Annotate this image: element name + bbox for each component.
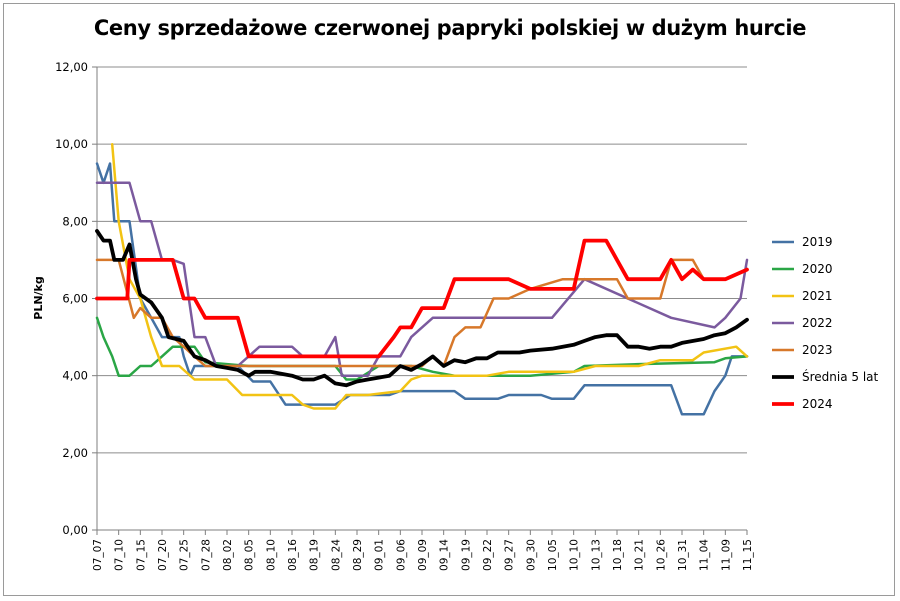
series-line--rednia-5-lat [95, 229, 749, 388]
y-tick-label: 6,00 [62, 292, 88, 306]
x-tick-label: 08_05 [244, 539, 256, 571]
y-tick-label: 10,00 [55, 137, 88, 151]
x-tick-label: 09_14 [439, 539, 451, 571]
x-tick-label: 11_09 [720, 539, 732, 571]
x-tick-label: 10_13 [590, 539, 602, 571]
x-tick-label: 07_07 [92, 539, 104, 571]
x-tick-label: 10_10 [569, 539, 581, 571]
x-tick-label: 07_25 [179, 539, 191, 571]
chart-frame [3, 3, 895, 596]
x-tick-label: 07_28 [200, 539, 212, 571]
x-tick-label: 08_16 [287, 539, 299, 571]
series-lines [95, 142, 749, 416]
y-tick-label: 8,00 [62, 214, 88, 228]
legend: 2019 2020 2021 2022 2023 Średnia 5 lat 2024 [772, 235, 879, 411]
x-tick-label: 11_04 [699, 539, 711, 571]
x-tick-label: 10_21 [634, 539, 646, 571]
y-tick-label: 12,00 [55, 60, 88, 74]
legend-label: 2019 [802, 235, 833, 249]
x-tick-label: 09_19 [460, 539, 472, 571]
x-tick-label: 09_30 [525, 539, 537, 571]
legend-label: 2021 [802, 289, 833, 303]
x-tick-label: 10_05 [547, 539, 559, 571]
y-axis-label: PLN/kg [32, 276, 45, 319]
x-tick-label: 07_15 [135, 539, 147, 571]
x-tick-label: 09_01 [374, 539, 386, 571]
x-tick-label: 08_29 [352, 539, 364, 571]
x-tick-label: 10_26 [655, 539, 667, 571]
legend-label: 2023 [802, 343, 833, 357]
y-tick-label: 0,00 [62, 523, 88, 537]
legend-label: Średnia 5 lat [802, 369, 879, 384]
x-tick-label: 11_15 [742, 539, 754, 571]
legend-label: 2020 [802, 262, 833, 276]
x-tick-label: 09_06 [395, 539, 407, 571]
x-tick-label: 08_24 [330, 539, 342, 571]
series-line-2021 [110, 142, 749, 410]
legend-label: 2024 [802, 397, 833, 411]
y-tick-label: 2,00 [62, 446, 88, 460]
x-tick-label: 10_31 [677, 539, 689, 571]
x-tick-label: 09_22 [482, 539, 494, 571]
x-tick-label: 07_10 [114, 539, 126, 571]
x-tick-label: 07_20 [157, 539, 169, 571]
legend-label: 2022 [802, 316, 833, 330]
x-tick-label: 09_09 [417, 539, 429, 571]
chart-title: Ceny sprzedażowe czerwonej papryki polsk… [93, 16, 807, 40]
x-tick-label: 08_02 [222, 539, 234, 571]
series-line-2024 [95, 238, 749, 359]
axes: 0,00 2,00 4,00 6,00 8,00 10,00 12,00 07_07 07_10… [55, 60, 754, 571]
x-tick-label: 08_10 [265, 539, 277, 571]
x-tick-label: 08_19 [309, 539, 321, 571]
x-tick-label: 09_27 [504, 539, 516, 571]
y-tick-label: 4,00 [62, 369, 88, 383]
x-tick-label: 10_18 [612, 539, 624, 571]
